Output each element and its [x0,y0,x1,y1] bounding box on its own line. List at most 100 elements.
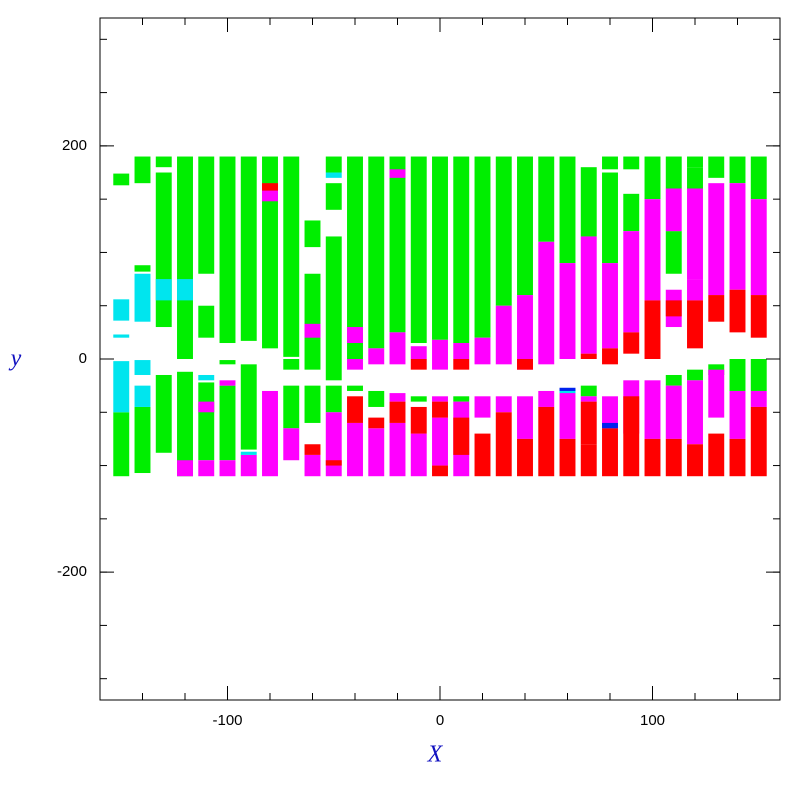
stripe-segment [602,428,618,477]
stripe-segment [453,359,470,370]
stripe-segment [517,396,533,439]
stripe-segment [177,279,193,301]
stripe-segment [687,300,703,349]
stripe-segment [687,188,703,280]
stripe-segment [177,156,193,359]
stripe-segment [623,193,640,232]
stripe-segment [262,156,278,349]
stripe-segment [304,220,321,248]
stripe-segment [134,406,151,474]
y-tick-label: -200 [57,563,87,580]
stripe-segment [644,380,661,439]
stripe-segment [410,156,427,344]
stripe-segment [580,353,597,359]
stripe-segment [453,396,470,402]
stripe-segment [495,305,512,365]
stripe-segment [304,323,321,338]
stripe-segment [665,300,682,317]
stripe-segment [687,444,703,477]
stripe-segment [432,465,448,477]
stripe-segment [453,417,470,455]
stripe-segment [219,360,236,365]
stripe-segment [283,156,300,357]
stripe-segment [538,406,555,477]
stripe-segment [283,385,300,429]
stripe-segment [665,438,682,477]
stripe-segment [708,183,725,296]
x-tick-label: 0 [436,712,444,729]
stripe-segment [623,231,640,333]
stripe-segment [623,332,640,354]
stripe-segment [389,156,406,333]
stripe-segment [198,374,215,381]
stripe-segment [240,451,257,455]
stripe-segment [113,412,130,477]
stripe-segment [304,385,321,423]
stripe-segment [687,167,703,189]
stripe-segment [368,390,385,407]
stripe-segment [325,412,342,477]
stripe-segment [687,369,703,381]
stripe-segment [155,374,172,453]
stripe-segment [432,417,448,466]
stripe-segment [538,156,555,242]
stripe-segment [219,460,236,477]
stripe-segment [410,346,427,359]
stripe-segment [177,371,193,477]
stripe-segment [495,156,512,306]
stripe-segment [644,199,661,301]
stripe-segment [389,332,406,365]
x-tick-label: -100 [212,712,242,729]
stripe-segment [602,348,618,365]
stripe-segment [453,343,470,359]
stripe-segment [665,156,682,189]
y-axis-title: y [9,346,22,372]
stripe-segment [347,327,363,344]
stripe-segment [389,422,406,477]
stripe-segment [304,454,321,477]
x-tick-label: 100 [640,712,665,729]
stripe-segment [177,460,193,477]
stripe-segment [474,396,491,418]
stripe-segment [432,401,448,418]
stripe-segment [389,169,406,178]
stripe-segment [580,167,597,237]
stripe-segment [432,396,448,402]
stripe-segment [750,406,767,477]
stripe-segment [687,279,703,301]
stripe-segment [559,156,576,264]
stripe-segment [325,385,342,413]
stripe-segment [325,460,342,466]
stripe-segment [602,422,618,429]
stripe-segment [198,401,215,413]
stripe-segment [134,360,151,375]
stripe-segment [644,300,661,359]
stripe-segment [665,374,682,386]
stripe-segment [410,406,427,434]
stripe-segment [410,396,427,402]
stripe-segment [347,385,363,391]
stripe-segment [325,183,342,210]
stripe-segment [219,156,236,344]
stripe-segment [750,199,767,296]
stripe-segment [198,460,215,477]
stripe-segment [729,438,746,477]
stripe-segment [325,156,342,173]
stripe-segment [602,156,618,170]
stripe-segment [602,263,618,349]
stripe-segment [559,390,576,439]
x-axis-title: X [427,742,444,768]
stripe-segment [368,156,385,349]
stripe-segment [240,454,257,477]
stripe-segment [474,433,491,477]
stripe-segment [262,390,278,477]
stripe-segment [708,433,725,477]
stripe-segment [750,390,767,407]
stripe-segment [750,295,767,338]
stripe-segment [687,156,703,168]
y-tick-label: 200 [62,137,87,154]
stripe-segment [495,412,512,477]
stripe-segment [559,263,576,359]
stripe-segment [347,359,363,370]
